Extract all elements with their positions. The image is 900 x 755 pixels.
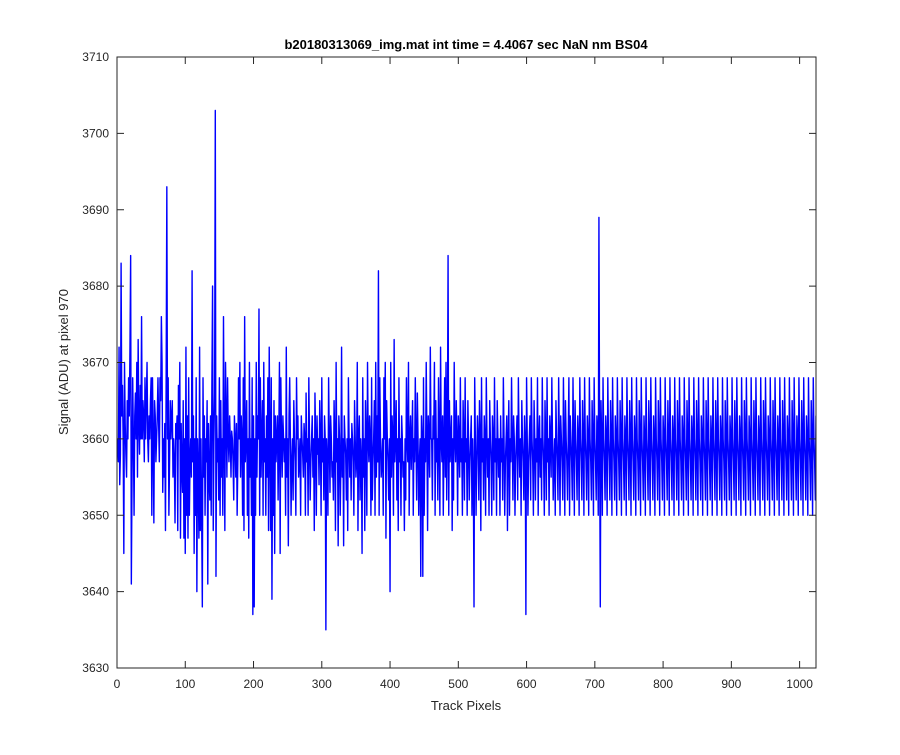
x-tick-label: 600	[517, 677, 537, 691]
y-tick-label: 3640	[82, 585, 109, 599]
x-tick-label: 200	[244, 677, 264, 691]
series-layer	[117, 109, 816, 631]
y-tick-label: 3660	[82, 432, 109, 446]
x-tick-label: 700	[585, 677, 605, 691]
x-axis-label: Track Pixels	[431, 698, 502, 713]
y-tick-label: 3700	[82, 126, 109, 140]
x-tick-label: 900	[721, 677, 741, 691]
x-axis: 0 100 200 300 400 500 600 700 800 900 1000	[114, 57, 813, 691]
y-tick-label: 3680	[82, 279, 109, 293]
chart-title: b20180313069_img.mat int time = 4.4067 s…	[284, 37, 648, 52]
y-tick-label: 3670	[82, 356, 109, 370]
y-tick-label: 3630	[82, 661, 109, 675]
y-axis: 3630 3640 3650 3660 3670 3680 3690 3700 3710	[82, 50, 816, 675]
plot-area-background	[117, 57, 816, 668]
x-tick-label: 1000	[786, 677, 813, 691]
y-tick-label: 3710	[82, 50, 109, 64]
x-tick-label: 800	[653, 677, 673, 691]
series-line-0	[117, 109, 816, 631]
x-tick-label: 300	[312, 677, 332, 691]
y-axis-label: Signal (ADU) at pixel 970	[56, 289, 71, 435]
x-tick-label: 500	[448, 677, 468, 691]
y-tick-label: 3650	[82, 508, 109, 522]
x-tick-label: 100	[175, 677, 195, 691]
x-tick-label: 400	[380, 677, 400, 691]
x-tick-label: 0	[114, 677, 121, 691]
y-tick-label: 3690	[82, 203, 109, 217]
